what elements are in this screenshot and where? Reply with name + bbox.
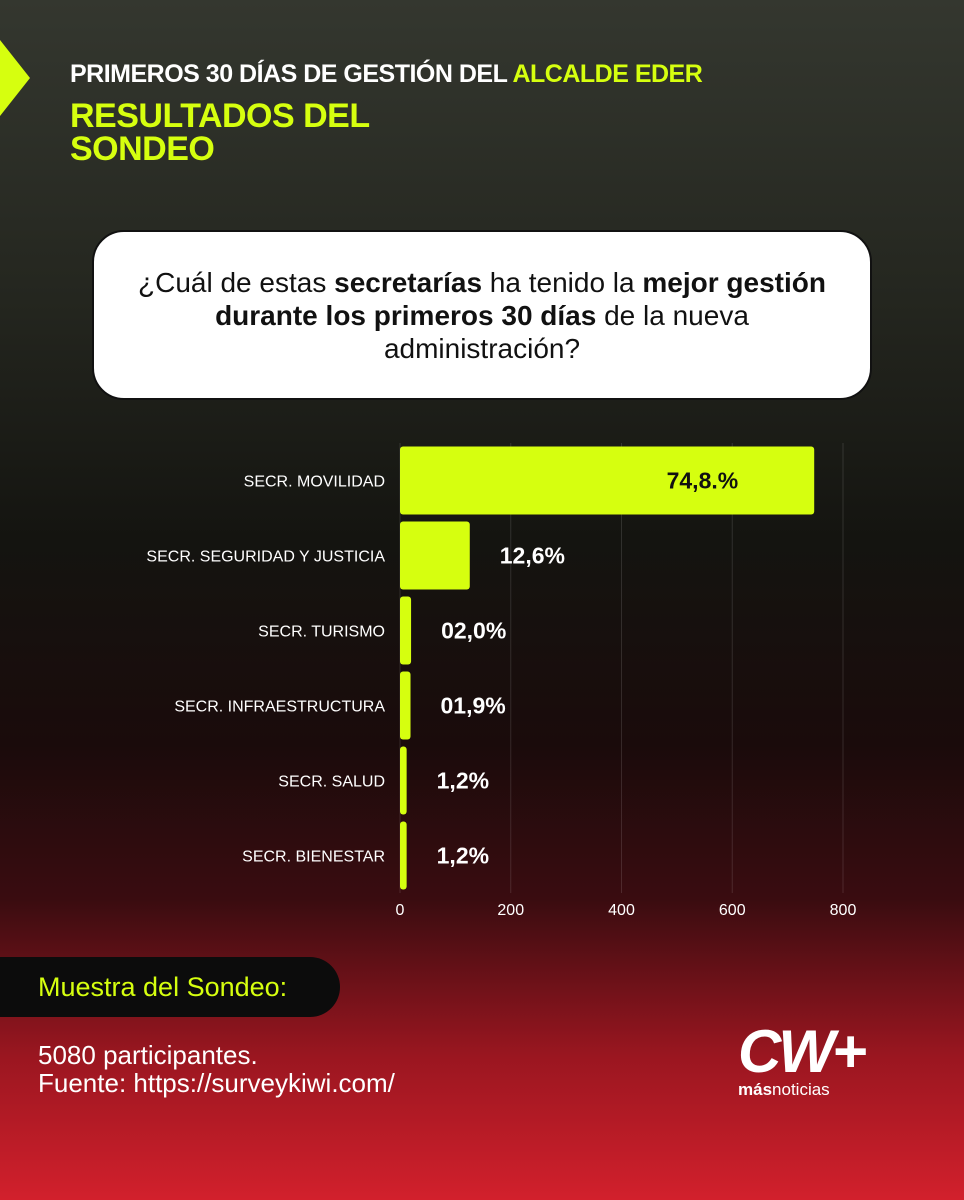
x-tick-label: 600 bbox=[719, 902, 746, 919]
bar bbox=[400, 671, 411, 740]
question: ¿Cuál de estas secretarías ha tenido la … bbox=[120, 266, 844, 365]
question-part: ha tenido la bbox=[482, 266, 643, 298]
title-part: PRIMEROS 30 DÍAS DE GESTIÓN DEL bbox=[70, 60, 513, 88]
question-part: de la nueva administración? bbox=[383, 299, 757, 364]
bar bbox=[400, 746, 407, 815]
x-tick-label: 0 bbox=[396, 902, 405, 919]
logo: CW+ másnoticias bbox=[738, 1018, 867, 1100]
arrow bbox=[0, 40, 30, 116]
value-label: 1,2% bbox=[437, 768, 489, 794]
logo-mark: CW+ bbox=[738, 1018, 867, 1085]
y-tick-label: SECR. INFRAESTRUCTURA bbox=[174, 699, 385, 716]
question-part: mejor gestión durante los primeros 30 dí… bbox=[215, 266, 834, 331]
value-label: 02,0% bbox=[441, 618, 506, 644]
title: PRIMEROS 30 DÍAS DE GESTIÓN DEL ALCALDE … bbox=[70, 60, 703, 89]
logo-text: másnoticias bbox=[738, 1080, 864, 1100]
subtitle: RESULTADOS DEL SONDEO bbox=[70, 97, 370, 168]
value-label: 1,2% bbox=[437, 843, 489, 869]
x-tick-label: 800 bbox=[830, 902, 857, 919]
logo-part: noticias bbox=[772, 1080, 830, 1099]
y-tick-label: SECR. BIENESTAR bbox=[242, 849, 385, 866]
x-tick-label: 400 bbox=[608, 902, 635, 919]
bar bbox=[400, 446, 815, 515]
y-tick-label: SECR. MOVILIDAD bbox=[244, 474, 385, 491]
question-part: ¿Cuál de estas bbox=[138, 266, 335, 298]
logo-part: más bbox=[738, 1080, 773, 1099]
x-tick-label: 200 bbox=[497, 902, 524, 919]
bar bbox=[400, 596, 412, 665]
question-box: ¿Cuál de estas secretarías ha tenido la … bbox=[92, 230, 872, 400]
value-label: 12,6% bbox=[500, 543, 565, 569]
title-part: ALCALDE EDER bbox=[512, 60, 703, 88]
bar bbox=[400, 821, 407, 890]
value-label: 01,9% bbox=[441, 693, 506, 719]
participants: 5080 participantes. bbox=[38, 1040, 258, 1070]
question-part: secretarías bbox=[334, 266, 483, 298]
source: Fuente: https://surveykiwi.com/ bbox=[38, 1068, 395, 1098]
value-label: 74,8.% bbox=[667, 468, 739, 494]
y-tick-label: SECR. SEGURIDAD Y JUSTICIA bbox=[146, 549, 385, 566]
y-tick-label: SECR. TURISMO bbox=[258, 624, 385, 641]
bar bbox=[400, 521, 470, 590]
sample-label: Muestra del Sondeo: bbox=[0, 957, 340, 1017]
y-tick-label: SECR. SALUD bbox=[278, 774, 385, 791]
